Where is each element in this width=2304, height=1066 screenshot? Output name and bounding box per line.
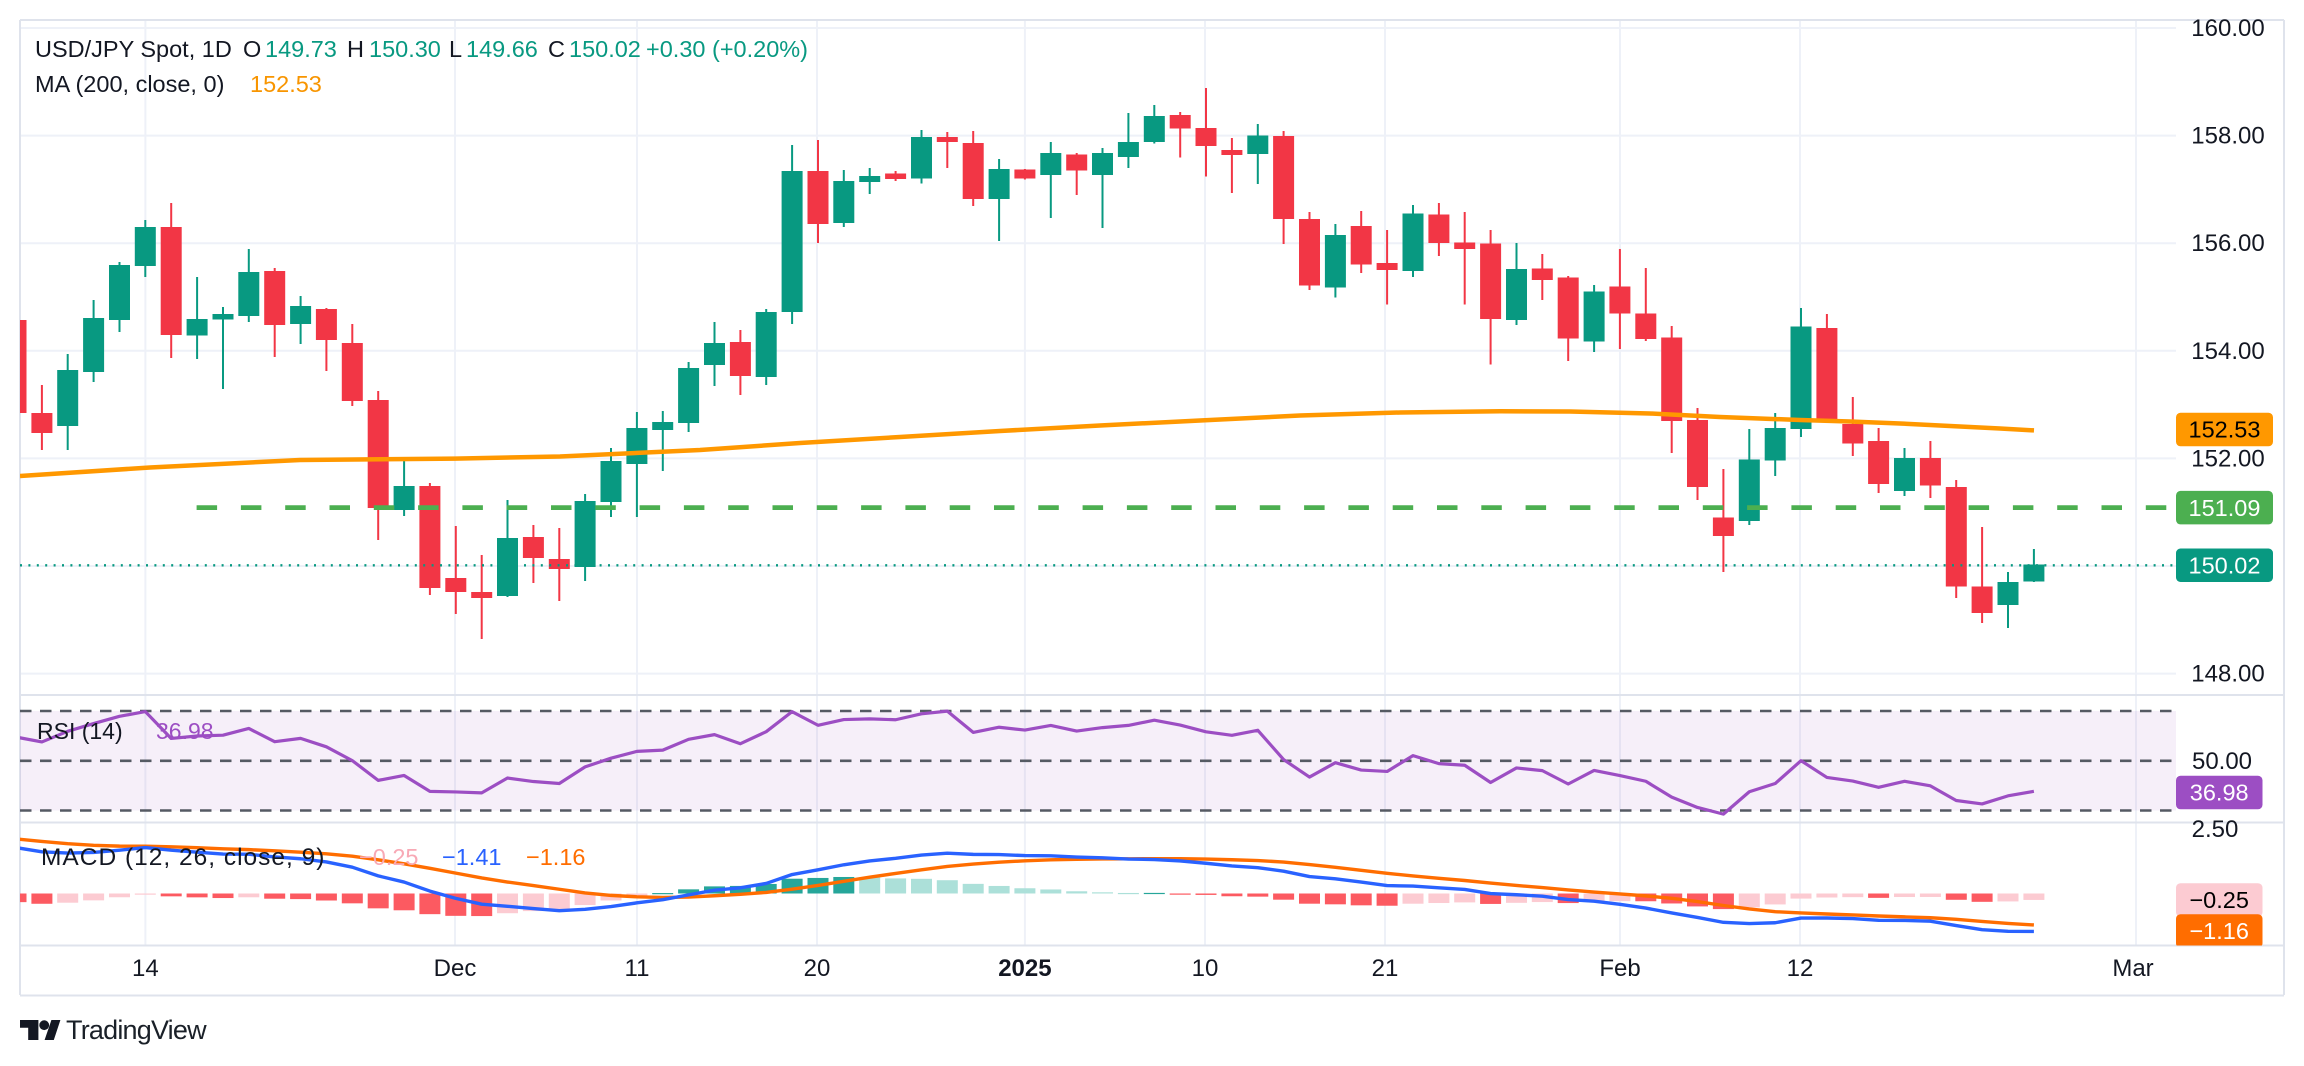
svg-text:Feb: Feb (1599, 955, 1640, 982)
svg-text:21: 21 (1372, 955, 1399, 982)
svg-text:O: O (243, 36, 261, 62)
svg-text:−0.25: −0.25 (359, 844, 418, 870)
svg-text:−1.16: −1.16 (2189, 918, 2248, 944)
svg-text:150.30: 150.30 (369, 36, 441, 62)
svg-text:L: L (449, 36, 462, 62)
svg-text:11: 11 (625, 955, 650, 982)
svg-text:150.02: 150.02 (569, 36, 641, 62)
svg-text:156.00: 156.00 (2191, 230, 2264, 257)
svg-text:2.50: 2.50 (2192, 816, 2239, 843)
svg-text:−0.25: −0.25 (2189, 887, 2248, 913)
svg-text:2025: 2025 (998, 955, 1051, 982)
svg-text:Dec: Dec (434, 955, 477, 982)
svg-text:149.66: 149.66 (466, 36, 538, 62)
svg-text:12: 12 (1787, 955, 1814, 982)
svg-text:152.00: 152.00 (2191, 445, 2264, 472)
svg-text:TradingView: TradingView (66, 1015, 207, 1045)
svg-text:158.00: 158.00 (2191, 123, 2264, 150)
svg-text:36.98: 36.98 (156, 718, 214, 744)
svg-text:160.00: 160.00 (2191, 15, 2264, 42)
svg-text:10: 10 (1192, 955, 1219, 982)
svg-text:14: 14 (132, 955, 159, 982)
svg-text:150.02: 150.02 (2189, 553, 2261, 579)
svg-text:Mar: Mar (2112, 955, 2153, 982)
svg-text:148.00: 148.00 (2191, 661, 2264, 688)
svg-text:RSI (14): RSI (14) (37, 718, 123, 744)
svg-text:151.09: 151.09 (2189, 495, 2261, 521)
svg-text:USD/JPY Spot, 1D: USD/JPY Spot, 1D (35, 36, 232, 62)
svg-text:−1.41: −1.41 (442, 844, 501, 870)
svg-text:+0.30 (+0.20%): +0.30 (+0.20%) (646, 36, 808, 62)
svg-text:50.00: 50.00 (2192, 748, 2252, 775)
svg-text:C: C (548, 36, 565, 62)
svg-text:MACD (12, 26, close, 9): MACD (12, 26, close, 9) (41, 844, 325, 871)
svg-text:36.98: 36.98 (2190, 780, 2249, 806)
svg-text:−1.16: −1.16 (526, 844, 585, 870)
svg-text:MA (200, close, 0): MA (200, close, 0) (35, 71, 224, 97)
svg-text:152.53: 152.53 (2189, 417, 2261, 443)
svg-text:149.73: 149.73 (265, 36, 337, 62)
svg-text:H: H (347, 36, 364, 62)
svg-text:154.00: 154.00 (2191, 338, 2264, 365)
svg-text:20: 20 (804, 955, 831, 982)
svg-text:152.53: 152.53 (250, 71, 322, 97)
